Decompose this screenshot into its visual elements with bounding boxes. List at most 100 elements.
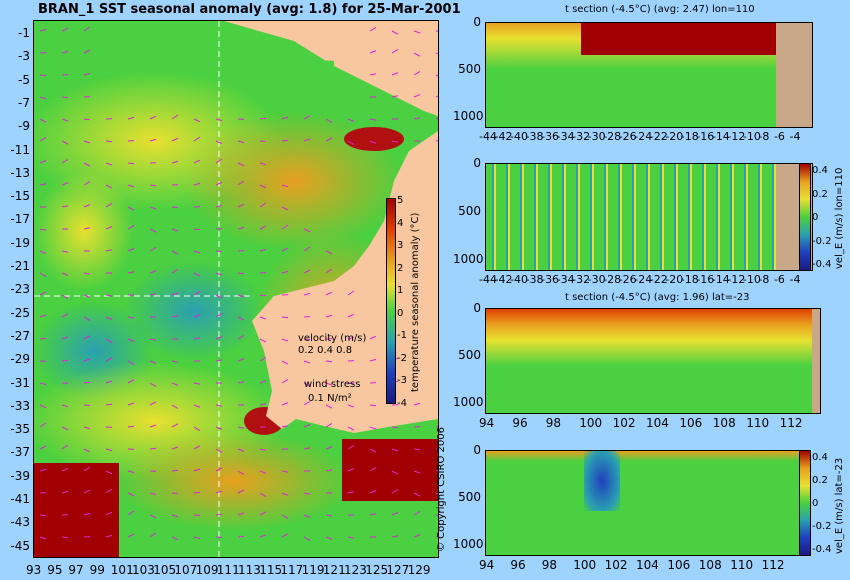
velocity-arrow [127,271,135,274]
map-lat-tick: -19 [10,235,30,250]
velocity-arrow [215,312,223,318]
map-lat-tick: -39 [10,468,30,483]
map-lon-tick: 127 [386,563,410,577]
velocity-arrow [127,470,135,474]
panel-x-tick: -8 [758,273,770,286]
panel-x-tick: 112 [761,558,785,572]
velocity-arrow [193,272,201,277]
velocity-arrow [303,492,311,495]
panel-colorbar [799,450,811,556]
velocity-arrow [149,246,157,252]
velocity-arrow [369,404,377,407]
panel-x-tick: -18 [680,273,699,286]
velocity-arrow [149,270,157,274]
velocity-arrow [61,426,69,431]
panel-x-tick: -24 [634,130,653,143]
panel-colorbar-tick: 0.2 [812,188,828,200]
velocity-arrow [61,27,69,32]
panel-y-tick: 1000 [453,109,484,123]
map-lon-tick: 119 [301,563,325,577]
velocity-arrow [61,205,69,208]
velocity-arrow [281,402,289,406]
velocity-arrow [259,356,267,362]
velocity-arrow [281,514,289,520]
velocity-arrow [83,358,91,362]
velocity-arrow [149,206,157,210]
velocity-arrow [413,70,421,76]
velocity-arrow [39,422,47,428]
map-colorbar [386,198,396,404]
land-indonesia [104,21,438,116]
velocity-arrow [171,514,179,518]
velocity-arrow [193,182,201,186]
map-colorbar-tick: -2 [397,352,407,364]
velocity-arrow [83,381,91,384]
velocity-arrow [83,204,91,208]
panel-colorbar-tick: -0.4 [812,544,832,555]
velocity-arrow [171,360,179,363]
velocity-arrow [281,206,289,211]
velocity-arrow [149,424,157,428]
panel-x-tick: -22 [649,130,668,143]
velocity-arrow [391,95,399,98]
velocity-arrow [127,402,135,406]
velocity-arrow [303,514,311,518]
map-lat-tick: -11 [10,142,30,157]
velocity-arrow [281,338,289,342]
map-colorbar-tick: -3 [397,375,407,386]
panel-y-tick: 0 [473,301,481,315]
velocity-arrow [171,292,179,296]
panel-x-tick: -38 [525,130,544,143]
velocity-arrow [39,183,47,186]
velocity-arrow [391,488,399,494]
velocity-arrow [281,425,289,428]
panel-x-tick: 100 [579,416,603,430]
velocity-arrow [171,268,179,274]
velocity-arrow [127,533,135,538]
velocity-arrow [369,73,377,76]
velocity-arrow [435,514,438,517]
panel-x-tick: -44 [479,273,497,286]
velocity-arrow [127,206,135,211]
velocity-arrow [215,294,223,299]
velocity-arrow [215,426,223,430]
panel-x-tick: -40 [510,130,529,143]
velocity-arrow [325,422,333,428]
velocity-arrow [171,206,179,209]
velocity-arrow [259,162,267,166]
velocity-arrow [193,314,201,318]
velocity-arrow [149,401,157,406]
velocity-arrow [171,446,179,450]
velocity-arrow [61,50,69,54]
panel-x-tick: -36 [541,273,560,286]
velocity-arrow [61,536,69,539]
velocity-arrow [237,140,245,144]
panel-x-tick: 96 [512,416,528,430]
panel-title: t section (-4.5°C) (avg: 2.47) lon=110 [565,4,755,15]
velocity-arrow [259,184,267,189]
map-lon-tick: 97 [68,563,84,577]
velocity-arrow [281,360,289,365]
velocity-arrow [237,162,245,167]
velocity-arrow [347,491,355,494]
velocity-arrow [215,513,223,516]
panel-x-tick: 108 [712,416,736,430]
velocity-arrow [171,404,179,410]
velocity-arrow [127,116,135,120]
velocity-arrow [127,316,135,319]
velocity-arrow [325,536,333,540]
blue-core [584,451,620,511]
velocity-arrow [347,140,355,146]
velocity-arrow [259,380,267,384]
velocity-arrow [281,270,289,274]
velocity-arrow [237,272,245,275]
velocity-arrow [347,404,355,408]
velocity-arrow [105,162,113,166]
panel-x-tick: -14 [711,273,730,286]
velocity-arrow [39,337,47,340]
velocity-arrow [171,315,179,318]
velocity-arrow [281,247,289,252]
velocity-arrow [149,492,157,496]
velocity-arrow [325,118,333,124]
velocity-arrow [149,115,157,120]
